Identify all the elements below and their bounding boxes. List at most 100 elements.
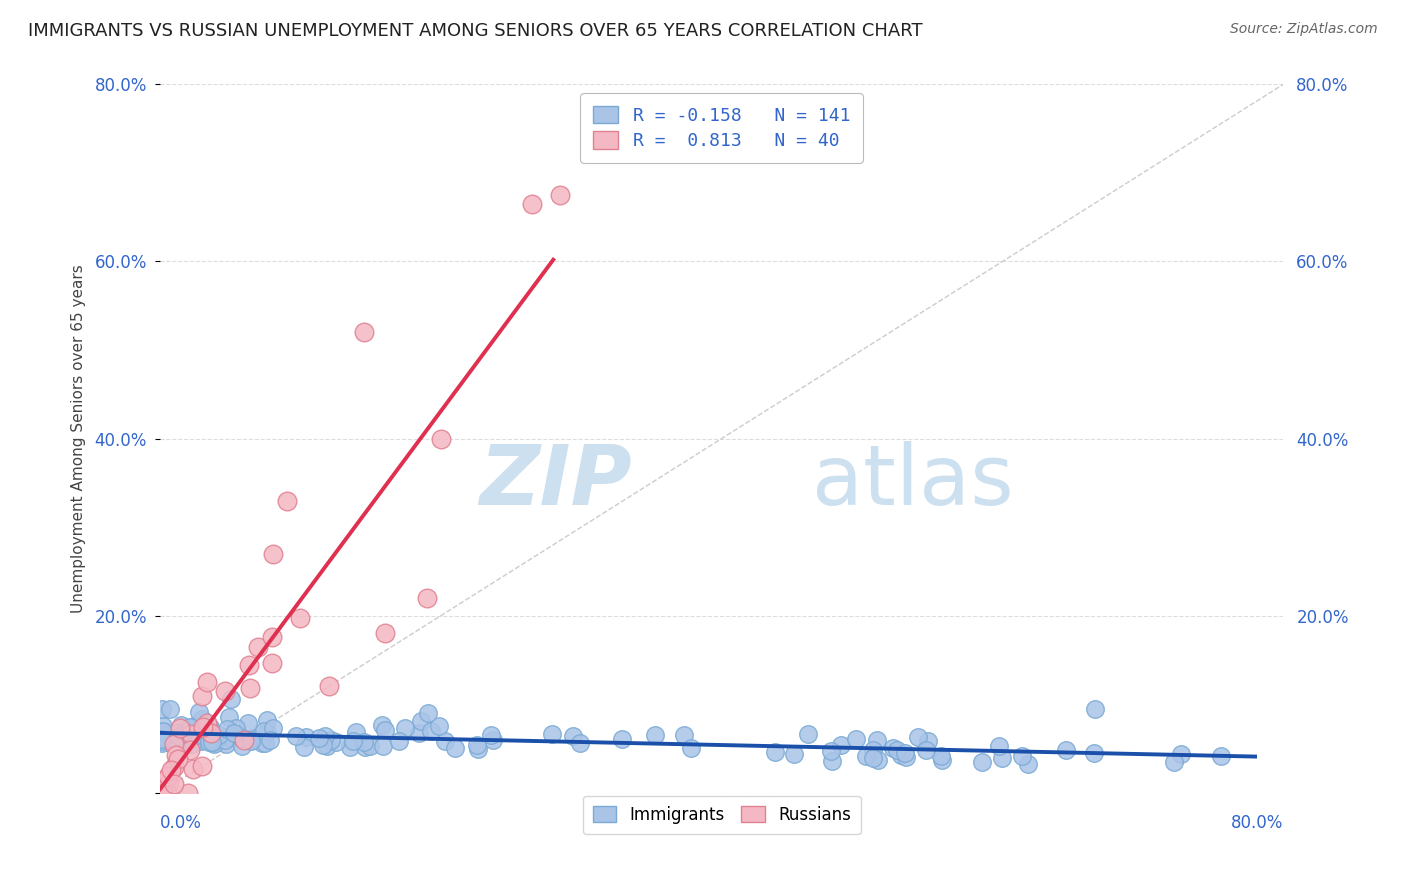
Point <box>204 733 226 747</box>
Point <box>228 728 250 742</box>
Point <box>243 733 266 747</box>
Point <box>180 738 202 752</box>
Point <box>763 745 786 759</box>
Point <box>181 731 204 745</box>
Point <box>256 725 278 739</box>
Point <box>169 729 191 743</box>
Point <box>195 716 218 731</box>
Point <box>197 717 219 731</box>
Point <box>157 776 180 790</box>
Point <box>262 547 284 561</box>
Point <box>163 777 186 791</box>
Point <box>276 493 298 508</box>
Point <box>374 723 396 737</box>
Point <box>188 705 211 719</box>
Point <box>855 749 877 764</box>
Point <box>371 718 394 732</box>
Point <box>253 736 276 750</box>
Point <box>862 743 884 757</box>
Point <box>193 720 215 734</box>
Point <box>344 724 367 739</box>
Point <box>388 734 411 748</box>
Point <box>191 759 214 773</box>
Point <box>153 732 176 747</box>
Point <box>152 724 174 739</box>
Point <box>173 726 195 740</box>
Point <box>256 714 278 728</box>
Point <box>198 735 221 749</box>
Point <box>167 752 190 766</box>
Point <box>796 726 818 740</box>
Text: Source: ZipAtlas.com: Source: ZipAtlas.com <box>1230 22 1378 37</box>
Point <box>156 735 179 749</box>
Point <box>1084 701 1107 715</box>
Point <box>183 719 205 733</box>
Point <box>183 731 205 745</box>
Point <box>155 733 177 747</box>
Point <box>163 760 186 774</box>
Point <box>561 729 583 743</box>
Point <box>429 719 451 733</box>
Point <box>1054 742 1077 756</box>
Point <box>262 656 284 670</box>
Point <box>239 733 262 747</box>
Point <box>231 739 253 753</box>
Text: atlas: atlas <box>811 441 1014 522</box>
Point <box>308 731 330 745</box>
Point <box>374 626 396 640</box>
Point <box>187 723 209 738</box>
Point <box>250 736 273 750</box>
Point <box>465 739 488 753</box>
Point <box>416 591 439 605</box>
Point <box>482 732 505 747</box>
Point <box>1017 757 1039 772</box>
Point <box>522 197 544 211</box>
Point <box>169 722 191 736</box>
Point <box>236 716 259 731</box>
Point <box>195 717 218 731</box>
Point <box>198 720 221 734</box>
Point <box>284 729 307 743</box>
Point <box>408 725 430 739</box>
Point <box>430 432 453 446</box>
Point <box>208 728 231 742</box>
Point <box>157 769 180 783</box>
Point <box>1163 756 1185 770</box>
Point <box>233 732 256 747</box>
Point <box>152 724 174 739</box>
Point <box>181 762 204 776</box>
Point <box>218 731 240 745</box>
Point <box>416 706 439 721</box>
Point <box>354 739 377 754</box>
Point <box>152 724 174 739</box>
Point <box>894 750 917 764</box>
Point <box>548 188 571 202</box>
Point <box>219 691 242 706</box>
Point <box>253 723 276 738</box>
Point <box>170 717 193 731</box>
Point <box>165 747 187 762</box>
Point <box>1209 748 1232 763</box>
Point <box>830 738 852 752</box>
Point <box>371 739 394 753</box>
Point <box>295 730 318 744</box>
Point <box>907 731 929 745</box>
Point <box>1011 748 1033 763</box>
Point <box>180 727 202 741</box>
Point <box>467 742 489 756</box>
Point <box>866 753 889 767</box>
Point <box>165 732 187 747</box>
Point <box>444 741 467 756</box>
Point <box>681 740 703 755</box>
Point <box>610 732 633 747</box>
Point <box>225 721 247 735</box>
Point <box>292 739 315 754</box>
Point <box>239 681 262 695</box>
Point <box>1170 747 1192 761</box>
Point <box>201 734 224 748</box>
Point <box>929 749 952 764</box>
Point <box>215 723 238 737</box>
Point <box>644 728 666 742</box>
Point <box>214 684 236 698</box>
Point <box>183 729 205 743</box>
